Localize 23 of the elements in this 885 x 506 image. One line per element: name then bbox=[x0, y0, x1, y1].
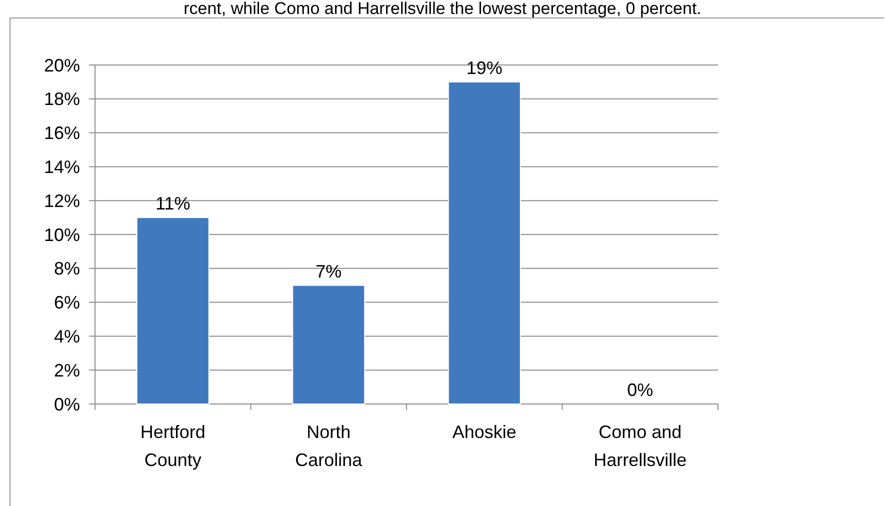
text: rcent, while Como and Harrellsville the lowest percentage, 0 percent. bbox=[184, 0, 702, 18]
y-tick-label: 2% bbox=[54, 360, 80, 380]
y-tick-label: 12% bbox=[44, 190, 80, 211]
bar bbox=[448, 81, 521, 404]
y-tick-label: 16% bbox=[44, 123, 80, 144]
y-tick-label: 8% bbox=[54, 258, 80, 279]
bar bbox=[136, 217, 210, 404]
x-tick-label: North Carolina bbox=[295, 422, 364, 470]
y-tick-label: 0% bbox=[54, 394, 80, 414]
y-tick-label: 6% bbox=[54, 292, 80, 313]
x-tick-label: Como and Harrellsville bbox=[594, 422, 687, 470]
x-tick-label: Ahoskie bbox=[452, 422, 516, 442]
y-tick-label: 10% bbox=[44, 224, 80, 245]
y-tick-label: 4% bbox=[54, 326, 80, 346]
bar bbox=[292, 284, 366, 404]
data-label: 19% bbox=[466, 58, 502, 78]
data-label: 11% bbox=[156, 194, 190, 214]
data-label: 7% bbox=[316, 261, 342, 282]
y-tick-label: 14% bbox=[44, 157, 80, 177]
y-tick-label: 20% bbox=[44, 55, 80, 76]
x-tick-label: Hertford County bbox=[140, 422, 206, 470]
y-tick-label: 18% bbox=[44, 89, 80, 110]
data-label: 0% bbox=[627, 380, 654, 400]
